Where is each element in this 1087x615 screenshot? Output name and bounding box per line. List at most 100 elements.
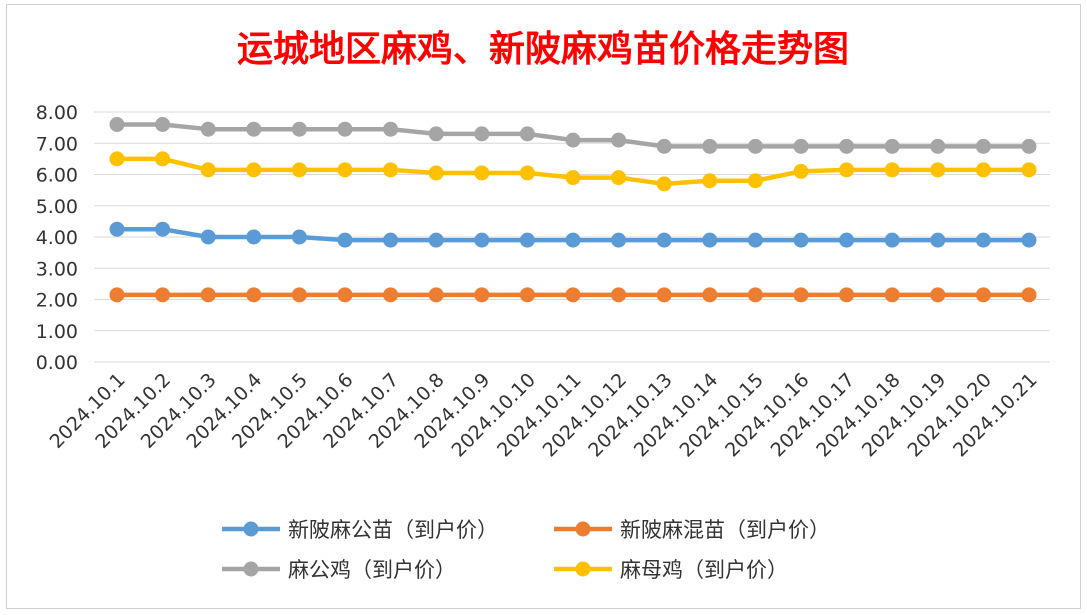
data-point xyxy=(611,170,627,186)
data-point xyxy=(474,232,490,248)
legend-item: 新陂麻混苗（到户价） xyxy=(554,518,830,542)
y-tick-label: 7.00 xyxy=(36,133,78,155)
data-point xyxy=(930,232,946,248)
data-point xyxy=(155,117,171,132)
data-point xyxy=(1021,287,1037,303)
data-point xyxy=(656,138,672,154)
data-point xyxy=(383,232,399,248)
data-point xyxy=(747,232,763,248)
data-point xyxy=(383,162,399,178)
x-axis-ticks: 2024.10.12024.10.22024.10.32024.10.42024… xyxy=(46,369,1042,461)
data-point xyxy=(109,221,125,237)
data-point xyxy=(474,287,490,303)
y-tick-label: 8.00 xyxy=(36,102,78,124)
data-point xyxy=(200,121,216,137)
data-point xyxy=(611,132,627,148)
data-point xyxy=(656,232,672,248)
data-point xyxy=(155,151,171,167)
data-point xyxy=(428,126,444,142)
data-point xyxy=(884,232,900,248)
data-point xyxy=(611,287,627,303)
data-point xyxy=(884,162,900,178)
data-point xyxy=(519,287,535,303)
data-point xyxy=(200,162,216,178)
data-point xyxy=(1021,232,1037,248)
y-axis-ticks: 0.00 1.00 2.00 3.00 4.00 5.00 6.00 7.00 8.00 xyxy=(36,102,78,374)
data-point xyxy=(930,138,946,154)
data-point xyxy=(702,232,718,248)
data-point xyxy=(565,170,581,186)
data-point xyxy=(565,132,581,148)
legend-label: 新陂麻公苗（到户价） xyxy=(288,518,498,542)
data-point xyxy=(1021,138,1037,154)
data-point xyxy=(930,287,946,303)
data-point xyxy=(246,162,262,178)
data-point xyxy=(611,232,627,248)
legend-label: 麻母鸡（到户价） xyxy=(620,558,788,582)
data-point xyxy=(975,287,991,303)
data-point xyxy=(155,221,171,237)
y-tick-label: 4.00 xyxy=(36,227,78,249)
data-point xyxy=(975,138,991,154)
legend-swatch-marker xyxy=(575,521,591,537)
y-tick-label: 0.00 xyxy=(36,352,78,374)
data-point xyxy=(428,165,444,181)
data-point xyxy=(474,165,490,181)
data-point xyxy=(884,287,900,303)
data-point xyxy=(246,287,262,303)
data-point xyxy=(839,162,855,178)
data-point xyxy=(200,229,216,245)
chart-frame xyxy=(6,4,1081,609)
data-point xyxy=(839,287,855,303)
data-point xyxy=(1021,162,1037,178)
legend-swatch-marker xyxy=(243,521,259,537)
legend-swatch-marker xyxy=(575,561,591,577)
data-point xyxy=(702,173,718,189)
y-tick-label: 3.00 xyxy=(36,258,78,280)
data-point xyxy=(702,287,718,303)
data-point xyxy=(565,232,581,248)
data-point xyxy=(747,287,763,303)
data-point xyxy=(975,162,991,178)
legend-label: 麻公鸡（到户价） xyxy=(288,558,456,582)
data-point xyxy=(656,176,672,192)
legend-item: 麻母鸡（到户价） xyxy=(554,558,788,582)
data-point xyxy=(930,162,946,178)
data-point xyxy=(519,165,535,181)
y-tick-label: 6.00 xyxy=(36,165,78,187)
legend-item: 麻公鸡（到户价） xyxy=(222,558,456,582)
data-point xyxy=(383,287,399,303)
data-point xyxy=(155,287,171,303)
data-point xyxy=(839,138,855,154)
data-point xyxy=(291,121,307,137)
data-point xyxy=(383,121,399,137)
data-point xyxy=(793,138,809,154)
data-point xyxy=(793,163,809,179)
chart-title: 运城地区麻鸡、新陂麻鸡苗价格走势图 xyxy=(237,28,849,70)
data-point xyxy=(428,287,444,303)
data-point xyxy=(337,121,353,137)
y-tick-label: 2.00 xyxy=(36,290,78,312)
data-point xyxy=(246,229,262,245)
data-point xyxy=(474,126,490,142)
legend: 新陂麻公苗（到户价） 新陂麻混苗（到户价） 麻公鸡（到户价） 麻母鸡（到户价） xyxy=(222,518,830,582)
y-tick-label: 5.00 xyxy=(36,196,78,218)
data-point xyxy=(519,126,535,142)
data-point xyxy=(702,138,718,154)
data-point xyxy=(839,232,855,248)
data-point xyxy=(291,162,307,178)
data-point xyxy=(291,229,307,245)
data-point xyxy=(884,138,900,154)
legend-label: 新陂麻混苗（到户价） xyxy=(620,518,830,542)
y-tick-label: 1.00 xyxy=(36,321,78,343)
data-point xyxy=(747,138,763,154)
data-point xyxy=(109,117,125,132)
data-point xyxy=(428,232,444,248)
data-point xyxy=(793,232,809,248)
series-group xyxy=(109,117,1037,303)
data-point xyxy=(519,232,535,248)
data-point xyxy=(747,173,763,189)
data-point xyxy=(565,287,581,303)
data-point xyxy=(656,287,672,303)
